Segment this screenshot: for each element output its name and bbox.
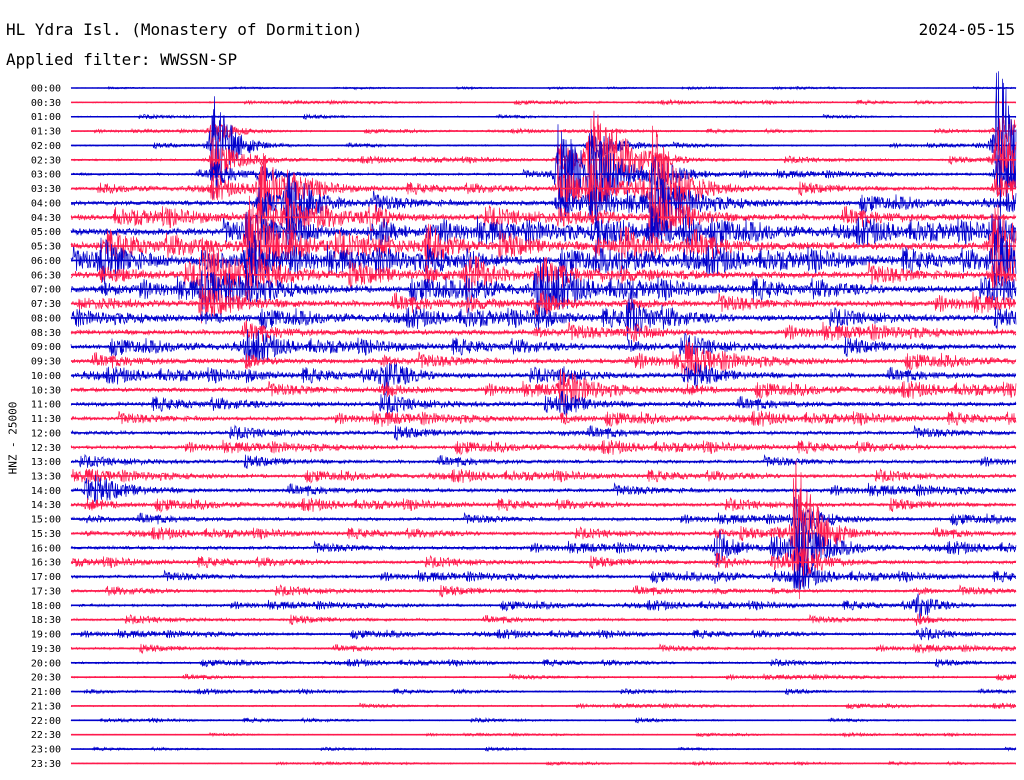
row-time-label: 03:00 <box>31 170 61 181</box>
row-time-label: 07:00 <box>31 285 61 296</box>
row-time-label: 20:00 <box>31 658 61 669</box>
row-time-label: 22:30 <box>31 730 61 741</box>
row-time-label: 01:30 <box>31 127 61 138</box>
row-time-label: 12:00 <box>31 428 61 439</box>
row-time-label: 11:30 <box>31 414 61 425</box>
trace-waveform <box>71 594 1016 620</box>
row-time-label: 15:30 <box>31 529 61 540</box>
row-time-label: 16:30 <box>31 558 61 569</box>
row-time-label: 06:30 <box>31 270 61 281</box>
trace-waveform <box>71 628 1016 641</box>
row-time-label: 13:00 <box>31 457 61 468</box>
row-time-label: 09:30 <box>31 357 61 368</box>
row-time-label: 05:30 <box>31 242 61 253</box>
row-time-label: 18:30 <box>31 615 61 626</box>
row-time-label: 14:30 <box>31 500 61 511</box>
row-time-label: 19:00 <box>31 630 61 641</box>
row-time-label: 21:30 <box>31 701 61 712</box>
row-time-label: 10:30 <box>31 385 61 396</box>
row-time-label: 17:30 <box>31 586 61 597</box>
row-time-label: 09:00 <box>31 342 61 353</box>
row-time-label: 08:00 <box>31 313 61 324</box>
row-time-label: 16:00 <box>31 543 61 554</box>
row-time-label: 17:00 <box>31 572 61 583</box>
row-time-label: 07:30 <box>31 299 61 310</box>
row-time-label: 02:00 <box>31 141 61 152</box>
trace-waveform <box>71 761 1016 765</box>
row-time-label: 18:00 <box>31 601 61 612</box>
row-time-label: 01:00 <box>31 112 61 123</box>
trace-waveform <box>71 391 1016 416</box>
row-label-group: 00:00 00:30 01:00 01:30 02:00 02:30 03:00 03:30… <box>31 84 61 770</box>
row-time-label: 11:00 <box>31 400 61 411</box>
trace-waveform <box>71 659 1016 667</box>
row-time-label: 04:30 <box>31 213 61 224</box>
row-time-label: 00:30 <box>31 98 61 109</box>
row-time-label: 10:00 <box>31 371 61 382</box>
row-time-label: 06:00 <box>31 256 61 267</box>
row-time-label: 21:00 <box>31 687 61 698</box>
row-time-label: 05:00 <box>31 227 61 238</box>
row-time-label: 20:30 <box>31 673 61 684</box>
row-time-label: 13:30 <box>31 471 61 482</box>
trace-waveform <box>71 718 1016 723</box>
trace-waveform <box>71 319 1016 342</box>
row-time-label: 15:00 <box>31 515 61 526</box>
trace-group <box>71 71 1016 765</box>
row-time-label: 00:00 <box>31 84 61 95</box>
row-time-label: 03:30 <box>31 184 61 195</box>
trace-waveform <box>71 747 1016 751</box>
row-time-label: 23:30 <box>31 759 61 770</box>
trace-waveform <box>71 689 1016 695</box>
row-time-label: 04:00 <box>31 198 61 209</box>
row-time-label: 22:00 <box>31 716 61 727</box>
row-time-label: 02:30 <box>31 155 61 166</box>
row-time-label: 08:30 <box>31 328 61 339</box>
row-time-label: 12:30 <box>31 443 61 454</box>
row-time-label: 23:00 <box>31 745 61 756</box>
row-time-label: 14:00 <box>31 486 61 497</box>
row-time-label: 19:30 <box>31 644 61 655</box>
